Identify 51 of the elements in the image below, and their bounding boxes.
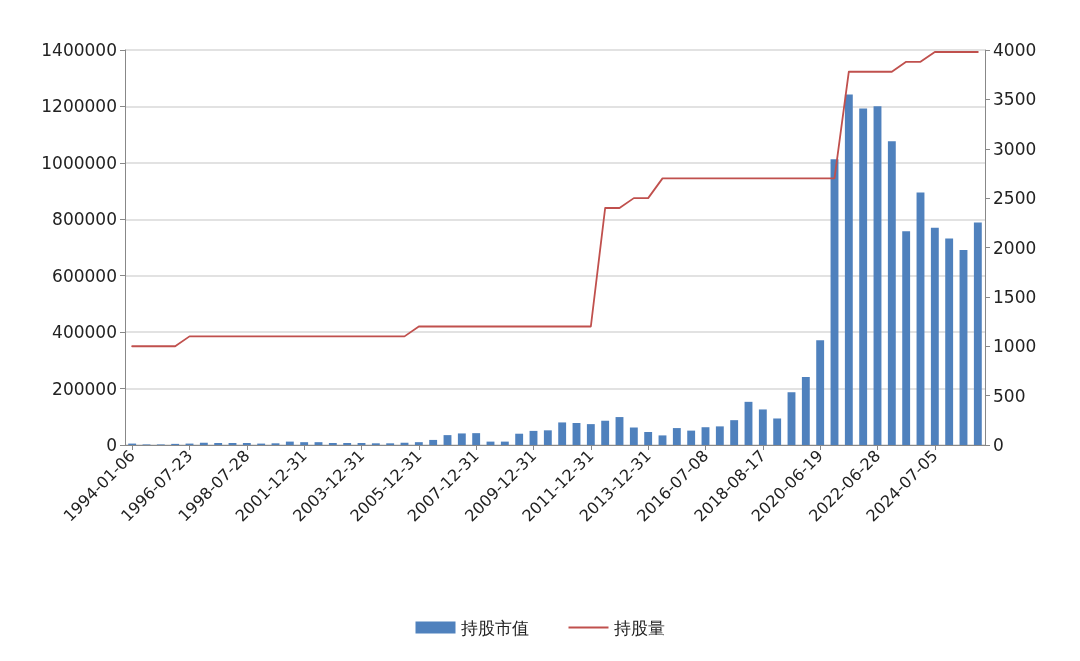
bar [687, 430, 696, 445]
bar [730, 420, 739, 445]
y-tick-label: 1400000 [41, 40, 117, 60]
y2-tick-label: 3500 [993, 89, 1037, 110]
y-tick-label: 800000 [52, 209, 117, 230]
bar [629, 427, 638, 445]
bar [902, 231, 911, 445]
y2-tick-label: 3000 [993, 138, 1037, 159]
bar [801, 377, 810, 445]
y2-tick-label: 0 [993, 435, 1004, 455]
bar [701, 427, 710, 445]
bar [543, 430, 552, 445]
bar [930, 227, 939, 445]
y-tick-label: 600000 [52, 265, 117, 286]
bar [844, 94, 853, 445]
bar [472, 433, 481, 445]
bar [715, 426, 724, 445]
line-series [131, 51, 979, 348]
legend-label: 持股市值 [460, 617, 529, 638]
y2-tick-label: 4000 [993, 40, 1037, 60]
bar [945, 238, 954, 445]
y2-tick-label: 500 [993, 385, 1026, 406]
bar [658, 435, 667, 445]
y2-tick-label: 2500 [993, 188, 1037, 209]
legend-label: 持股量 [613, 617, 665, 638]
bar [887, 141, 896, 445]
y-tick-label: 1200000 [41, 96, 117, 117]
y2-tick-label: 1500 [993, 286, 1037, 307]
y2-tick-label: 2000 [993, 237, 1037, 258]
bar [601, 420, 610, 445]
y-tick-label: 200000 [52, 378, 117, 399]
bar [414, 442, 423, 445]
y-tick-label: 400000 [52, 322, 117, 343]
bar [558, 422, 567, 445]
bar [973, 222, 982, 445]
y-tick-label: 0 [106, 435, 117, 455]
bar [300, 442, 309, 445]
bar [816, 340, 825, 445]
bar [515, 433, 524, 445]
bar [586, 424, 595, 445]
bar [672, 428, 681, 445]
bar [758, 409, 767, 445]
bar [457, 433, 466, 445]
bar [859, 108, 868, 445]
bar [429, 439, 438, 445]
bar [773, 418, 782, 445]
bar [314, 442, 323, 445]
bar [644, 432, 653, 445]
y-tick-label: 1000000 [41, 152, 117, 173]
y2-tick-label: 1000 [993, 336, 1037, 357]
bar [443, 435, 452, 445]
